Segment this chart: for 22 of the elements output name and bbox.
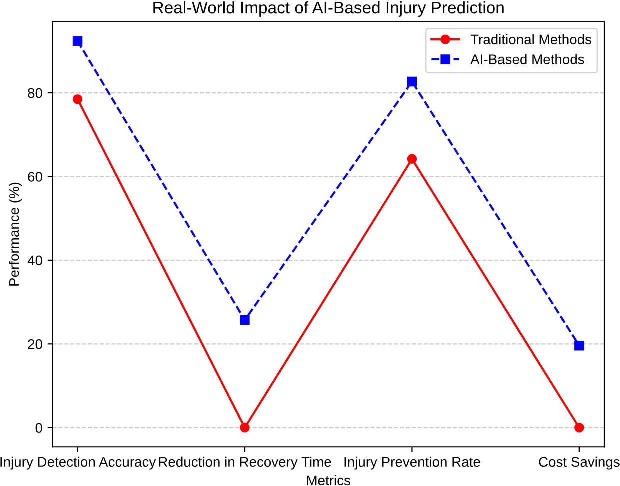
point (72, 36, 83, 46)
x-tick-label: Injury Detection Accuracy (0, 456, 156, 470)
point (407, 76, 418, 87)
y-tick-label: 0 (36, 423, 42, 434)
point (574, 423, 584, 433)
y-tick-label: 80 (28, 88, 42, 98)
x-tick-label: Injury Prevention Rate (344, 456, 480, 470)
chart-title: Real-World Impact of AI-Based Injury Prediction (154, 1, 504, 17)
point (240, 423, 250, 433)
y-axis-title: Performance (%) (9, 182, 22, 286)
point (407, 154, 418, 164)
y-tick-label: 20 (28, 339, 42, 350)
legend-label: Traditional Methods (470, 34, 592, 45)
x-axis-title: Metrics (307, 475, 350, 486)
y-tick-label: 60 (28, 172, 42, 182)
point (574, 340, 584, 351)
point (72, 94, 83, 104)
point (240, 315, 250, 326)
x-tick-label: Cost Savings (539, 456, 620, 470)
legend-label: AI-Based Methods (470, 54, 584, 64)
x-tick-label: Reduction in Recovery Time (159, 456, 332, 470)
y-tick-label: 40 (28, 256, 42, 266)
